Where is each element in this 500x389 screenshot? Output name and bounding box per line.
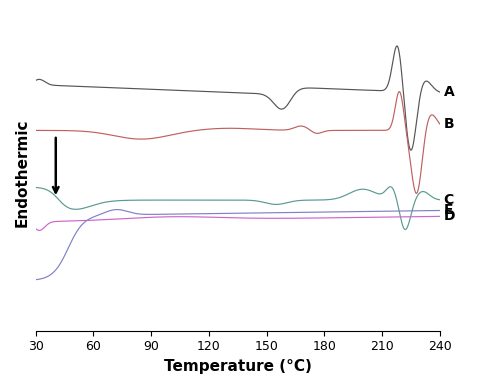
Text: E: E (444, 203, 453, 217)
Text: B: B (444, 117, 454, 131)
Text: D: D (444, 209, 455, 223)
Text: C: C (444, 193, 454, 207)
Text: A: A (444, 85, 454, 99)
Y-axis label: Endothermic: Endothermic (15, 119, 30, 227)
X-axis label: Temperature (°C): Temperature (°C) (164, 359, 312, 374)
